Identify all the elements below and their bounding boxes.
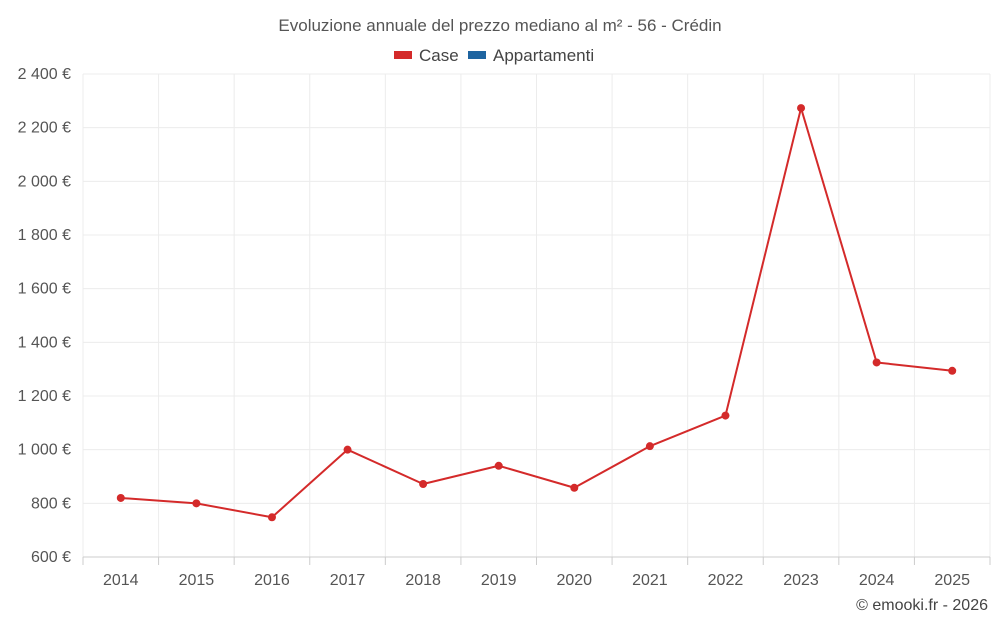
data-point[interactable]	[494, 461, 503, 470]
x-axis-labels: 2014 2015 2016 2017 2018 2019 2020 2021 2022 2023…	[103, 572, 970, 589]
x-tick-label: 2016	[254, 572, 290, 589]
data-point[interactable]	[948, 366, 957, 375]
x-tick-label: 2020	[556, 572, 592, 589]
series-line-case	[120, 107, 953, 519]
legend-item-appartamenti[interactable]: Appartamenti	[468, 46, 594, 65]
y-tick-label: 1 200 €	[18, 388, 71, 405]
data-point[interactable]	[570, 483, 579, 492]
grid-lines	[82, 73, 991, 557]
legend-label-appartamenti: Appartamenti	[493, 46, 594, 65]
x-tick-label: 2023	[783, 572, 819, 589]
data-point[interactable]	[419, 480, 428, 489]
y-tick-label: 1 800 €	[18, 227, 71, 244]
legend-label-case: Case	[419, 46, 459, 65]
x-tick-label: 2018	[405, 572, 441, 589]
y-tick-label: 600 €	[31, 549, 71, 566]
axes	[82, 556, 991, 565]
y-tick-label: 2 400 €	[18, 66, 71, 83]
legend: Case Appartamenti	[394, 46, 594, 65]
chart-title: Evoluzione annuale del prezzo mediano al…	[278, 16, 721, 35]
y-tick-label: 1 600 €	[18, 281, 71, 298]
data-point[interactable]	[872, 358, 881, 367]
x-tick-label: 2025	[934, 572, 970, 589]
credit-text: © emooki.fr - 2026	[856, 597, 988, 614]
data-point[interactable]	[343, 445, 352, 454]
x-tick-label: 2021	[632, 572, 668, 589]
data-point[interactable]	[116, 493, 125, 502]
x-tick-label: 2017	[330, 572, 366, 589]
data-point[interactable]	[192, 499, 201, 508]
x-tick-label: 2014	[103, 572, 139, 589]
x-tick-label: 2022	[708, 572, 744, 589]
data-point[interactable]	[797, 104, 806, 113]
y-tick-label: 1 000 €	[18, 442, 71, 459]
data-point[interactable]	[267, 513, 276, 522]
x-tick-label: 2024	[859, 572, 895, 589]
y-tick-label: 1 400 €	[18, 334, 71, 351]
x-tick-label: 2019	[481, 572, 517, 589]
data-point[interactable]	[645, 442, 654, 451]
legend-swatch-appartamenti	[468, 51, 486, 59]
y-axis-labels: 600 € 800 € 1 000 € 1 200 € 1 400 € 1 600 € 1 …	[18, 66, 71, 566]
y-tick-label: 2 000 €	[18, 173, 71, 190]
series-layer	[116, 104, 957, 522]
legend-swatch-case	[394, 51, 412, 59]
y-tick-label: 2 200 €	[18, 120, 71, 137]
y-tick-label: 800 €	[31, 495, 71, 512]
data-point[interactable]	[721, 411, 730, 420]
legend-item-case[interactable]: Case	[394, 46, 459, 65]
x-tick-label: 2015	[179, 572, 215, 589]
